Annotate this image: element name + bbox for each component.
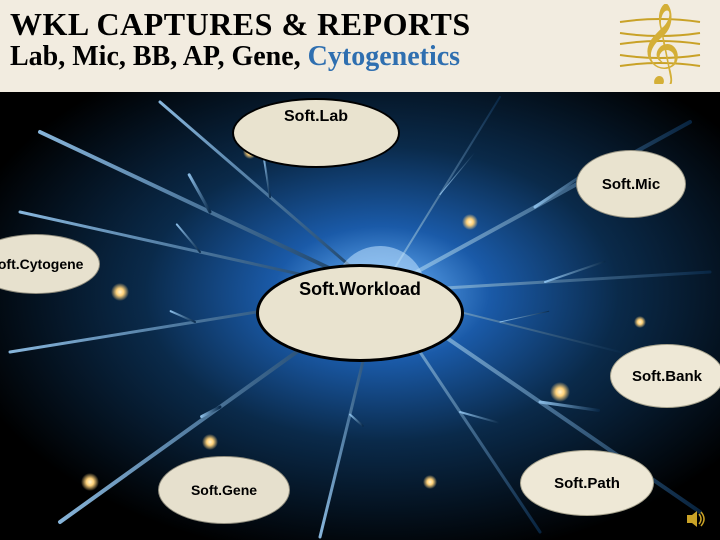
node-label: Soft.Bank bbox=[632, 368, 702, 385]
node-softgene: Soft.Gene bbox=[158, 456, 290, 524]
svg-text:𝄞: 𝄞 bbox=[639, 4, 682, 84]
node-softbank: Soft.Bank bbox=[610, 344, 720, 408]
treble-clef-icon: 𝄞 bbox=[616, 4, 704, 84]
node-softpath: Soft.Path bbox=[520, 450, 654, 516]
node-label: Soft.Path bbox=[554, 475, 620, 492]
node-label: Soft.Mic bbox=[602, 176, 660, 193]
subtitle-plain: Lab, Mic, BB, AP, Gene, bbox=[10, 41, 308, 72]
node-softmic: Soft.Mic bbox=[576, 150, 686, 218]
node-softworkload: Soft.Workload bbox=[256, 264, 464, 362]
node-label: Soft.Workload bbox=[299, 279, 421, 300]
page-title: WKL CAPTURES & REPORTS bbox=[10, 6, 710, 43]
node-label: Soft.Cytogene bbox=[0, 256, 83, 272]
speaker-icon bbox=[686, 510, 706, 528]
node-label: Soft.Lab bbox=[284, 108, 348, 126]
header-bar: WKL CAPTURES & REPORTS Lab, Mic, BB, AP,… bbox=[0, 0, 720, 92]
node-softlab: Soft.Lab bbox=[232, 98, 400, 168]
page-subtitle: Lab, Mic, BB, AP, Gene, Cytogenetics bbox=[10, 41, 710, 73]
subtitle-highlight: Cytogenetics bbox=[308, 41, 460, 72]
node-label: Soft.Gene bbox=[191, 482, 257, 498]
